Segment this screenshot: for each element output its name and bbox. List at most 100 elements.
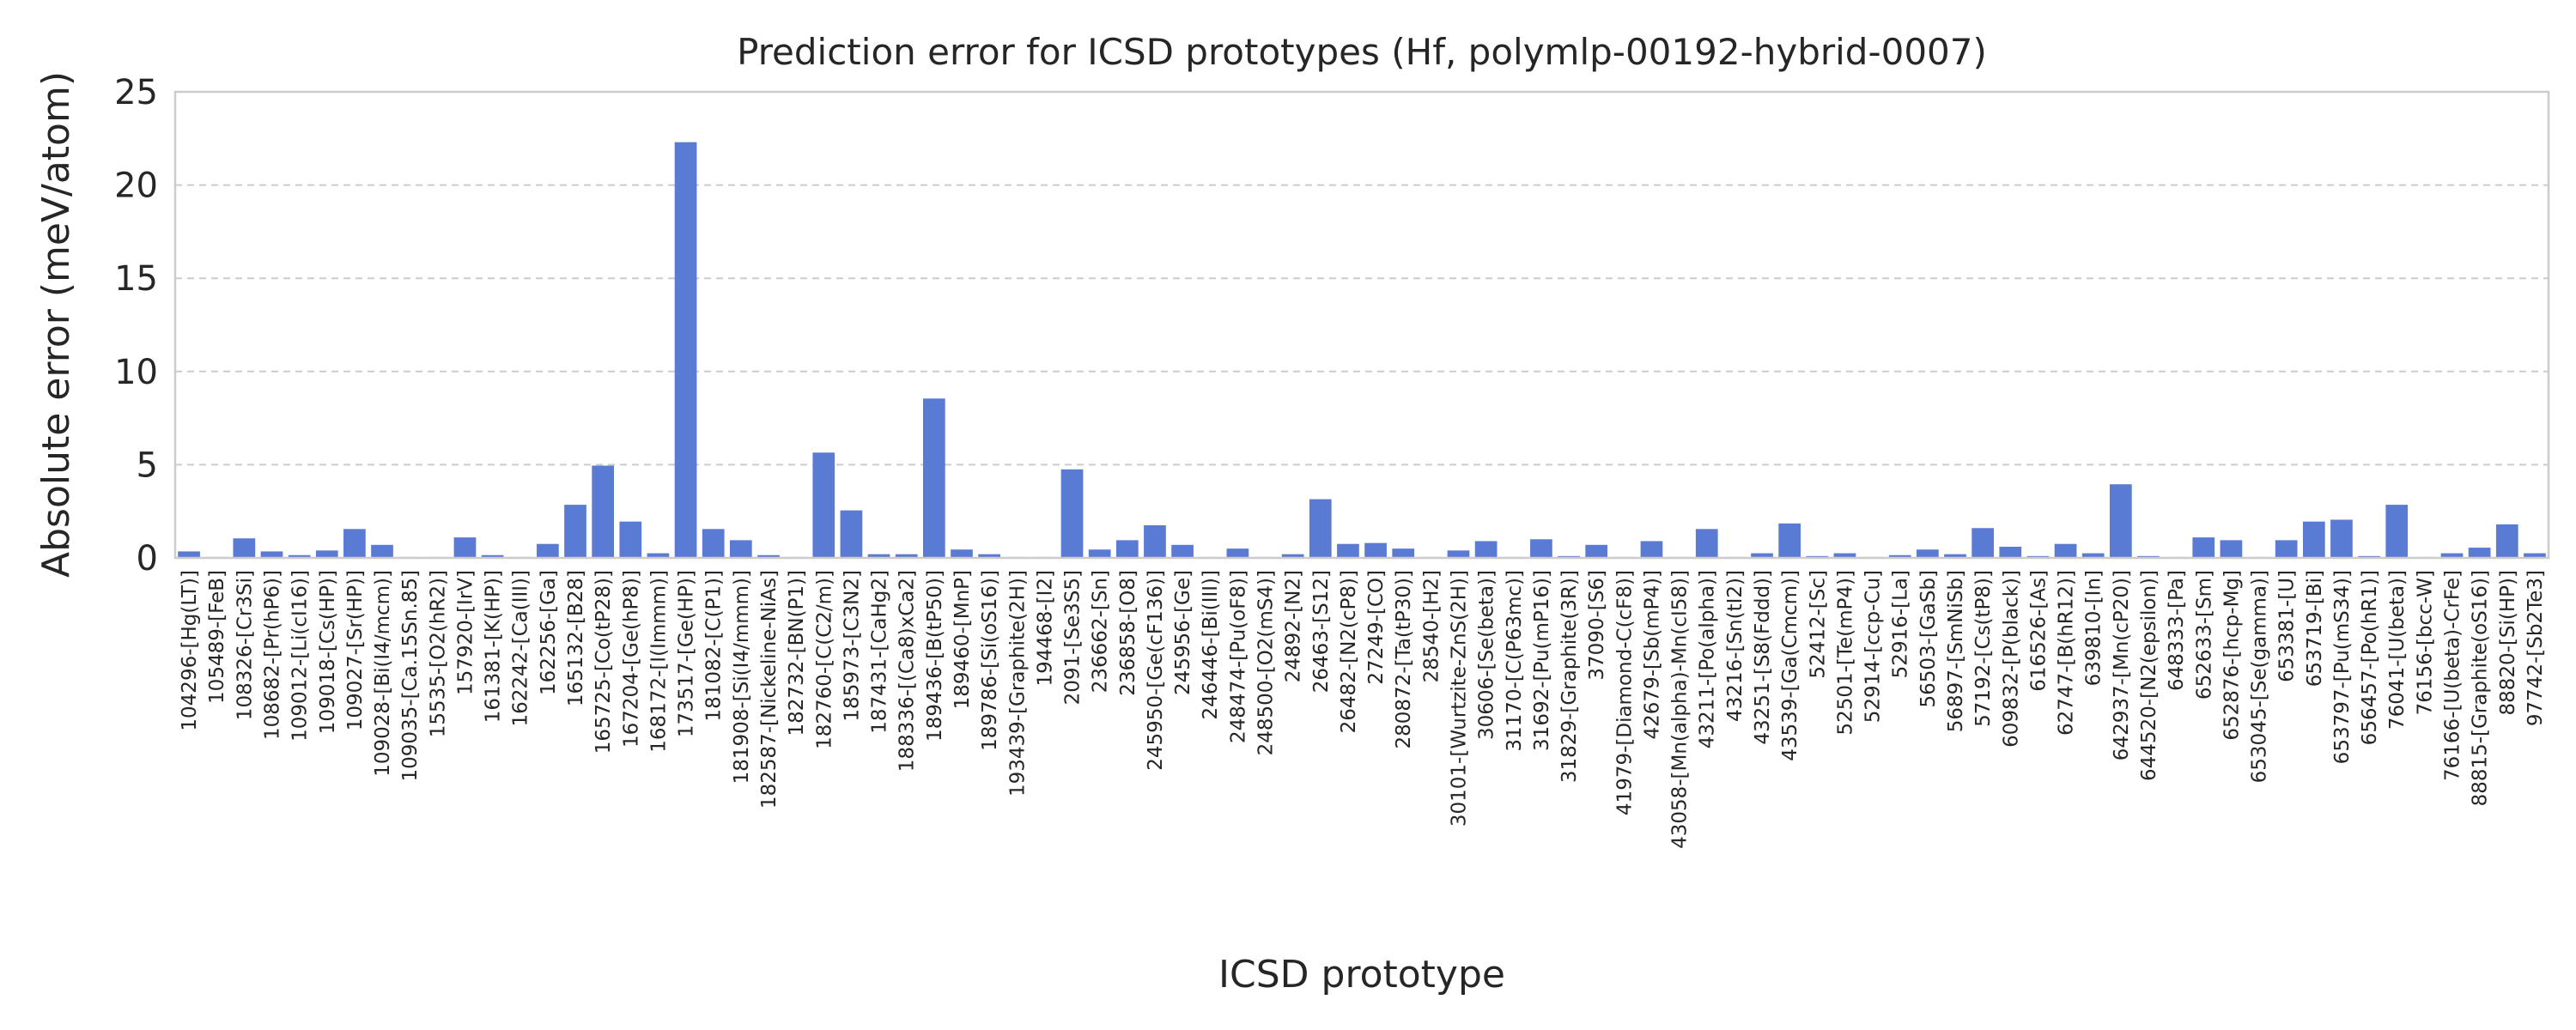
x-tick-label: 24892-[N2]: [1283, 570, 1305, 682]
bar: [757, 554, 780, 558]
y-tick-label: 0: [137, 539, 158, 579]
bar: [1833, 553, 1856, 558]
x-tick-label: 30101-[Wurtzite-ZnS(2H)]: [1448, 570, 1470, 827]
bar: [2440, 553, 2464, 558]
x-tick-label: 52916-[La]: [1890, 570, 1912, 678]
x-tick-labels: 104296-[Hg(LT)] 105489-[FeB] 108326-[Cr3Si…: [179, 570, 2547, 849]
plot-frame: [173, 90, 2550, 560]
x-tick-label: 43539-[Ga(Cmcm)]: [1779, 570, 1801, 761]
x-tick-label: 185973-[C3N2]: [841, 570, 863, 722]
x-tick-label: 644520-[N2(epsilon)]: [2138, 570, 2160, 781]
y-tick-label: 20: [114, 167, 158, 206]
bar: [1392, 548, 1415, 558]
bar: [233, 538, 256, 558]
x-tick-label: 31170-[C(P63mc)]: [1504, 570, 1526, 752]
x-tick-label: 109012-[Li(cI16)]: [289, 570, 312, 742]
bar: [1447, 550, 1470, 558]
x-tick-label: 181082-[C(P1)]: [703, 570, 726, 722]
x-tick-label: 248474-[Pu(oF8)]: [1227, 570, 1249, 743]
bar: [537, 543, 559, 558]
x-tick-label: 653381-[U]: [2276, 570, 2299, 682]
x-tick-label: 653719-[Bi]: [2304, 570, 2326, 687]
x-tick-label: 236662-[Sn]: [1090, 570, 1112, 693]
x-tick-label: 245956-[Ge]: [1172, 570, 1194, 695]
bar: [619, 521, 642, 558]
x-tick-label: 88820-[Si(HP)]: [2497, 570, 2519, 716]
x-tick-label: 62747-[B(hR12)]: [2056, 570, 2078, 736]
x-tick-label: 189460-[MnP]: [951, 570, 974, 709]
x-tick-label: 165132-[B28]: [565, 570, 587, 706]
x-tick-label: 188336-[(Ca8)xCa2]: [896, 570, 919, 772]
bar: [647, 553, 670, 558]
bar: [2109, 484, 2132, 558]
x-tick-label: 182732-[BN(P1)]: [786, 570, 808, 736]
x-tick-label: 182760-[C(C2/m)]: [813, 570, 835, 749]
x-tick-label: 41979-[Diamond-C(cF8)]: [1613, 570, 1636, 815]
bar: [2192, 537, 2215, 558]
bar: [1281, 554, 1304, 558]
x-tick-label: 27249-[CO]: [1365, 570, 1388, 685]
x-tick-label: 37090-[S6]: [1586, 570, 1608, 681]
x-tick-label: 88815-[Graphite(oS16)]: [2470, 570, 2492, 806]
x-tick-label: 189786-[Si(oS16)]: [979, 570, 1001, 751]
bar: [2385, 505, 2409, 558]
bar: [1088, 549, 1111, 558]
x-tick-label: 76156-[bcc-W]: [2414, 570, 2436, 715]
x-tick-label: 15535-[O2(hR2)]: [427, 570, 449, 737]
x-tick-label: 56897-[SmNiSb]: [1945, 570, 1967, 732]
bar: [978, 554, 1000, 558]
bar: [2468, 548, 2491, 558]
bar: [2495, 524, 2518, 558]
x-tick-label: 105489-[FeB]: [206, 570, 228, 704]
x-tick-label: 642937-[Mn(cP20)]: [2111, 570, 2133, 760]
bar: [895, 554, 918, 558]
bar: [2275, 540, 2298, 558]
x-tick-label: 109018-[Cs(HP)]: [317, 570, 339, 734]
bar: [1971, 528, 1994, 558]
x-tick-label: 97742-[Sb2Te3]: [2524, 570, 2547, 726]
bar: [1640, 541, 1663, 558]
bar: [702, 529, 725, 558]
x-tick-label: 167204-[Ge(hP8)]: [620, 570, 642, 748]
x-tick-label: 43216-[Sn(tI2)]: [1724, 570, 1747, 722]
x-tick-label: 108682-[Pr(hP6)]: [261, 570, 283, 740]
x-tick-label: 76041-[U(beta)]: [2386, 570, 2409, 730]
bar: [2054, 543, 2077, 558]
x-tick-label: 162256-[Ga]: [538, 570, 560, 695]
bar: [1585, 544, 1608, 558]
x-tick-label: 108326-[Cr3Si]: [234, 570, 256, 720]
x-tick-label: 653045-[Se(gamma)]: [2249, 570, 2271, 783]
x-tick-label: 104296-[Hg(LT)]: [179, 570, 201, 731]
bar: [1888, 554, 1911, 558]
x-tick-label: 616526-[As]: [2027, 570, 2050, 692]
x-tick-label: 245950-[Ge(cF136)]: [1145, 570, 1167, 771]
x-tick-label: 30606-[Se(beta)]: [1476, 570, 1498, 740]
x-tick-label: 2091-[Se3S5]: [1062, 570, 1084, 705]
x-tick-label: 652876-[hcp-Mg]: [2221, 570, 2243, 741]
bar: [1337, 543, 1359, 558]
x-tick-label: 26482-[N2(cP8)]: [1338, 570, 1360, 733]
bar: [1309, 499, 1332, 558]
x-tick-label: 162242-[Ca(III)]: [510, 570, 532, 727]
x-tick-label: 52914-[ccp-Cu]: [1862, 570, 1885, 723]
y-tick-label: 5: [137, 445, 158, 485]
x-tick-label: 52412-[Sc]: [1807, 570, 1829, 679]
y-tick-label: 25: [114, 73, 158, 112]
x-tick-label: 173517-[Ge(HP)]: [676, 570, 698, 737]
x-tick-label: 28540-[H2]: [1420, 570, 1443, 682]
x-tick-label: 280872-[Ta(tP30)]: [1393, 570, 1415, 748]
bar: [1751, 553, 1773, 558]
bar: [1530, 539, 1552, 558]
bar: [1999, 546, 2022, 558]
x-tick-label: 194468-[I2]: [1034, 570, 1056, 686]
bar: [1917, 549, 1939, 558]
bar: [592, 465, 615, 558]
x-tick-label: 639810-[In]: [2083, 570, 2105, 686]
x-tick-label: 157920-[IrV]: [454, 570, 477, 695]
bar: [730, 540, 752, 558]
x-tick-label: 52501-[Te(mP4)]: [1834, 570, 1856, 736]
bar: [288, 554, 311, 558]
bar: [178, 551, 200, 558]
x-tick-label: 187431-[CaHg2]: [869, 570, 891, 734]
